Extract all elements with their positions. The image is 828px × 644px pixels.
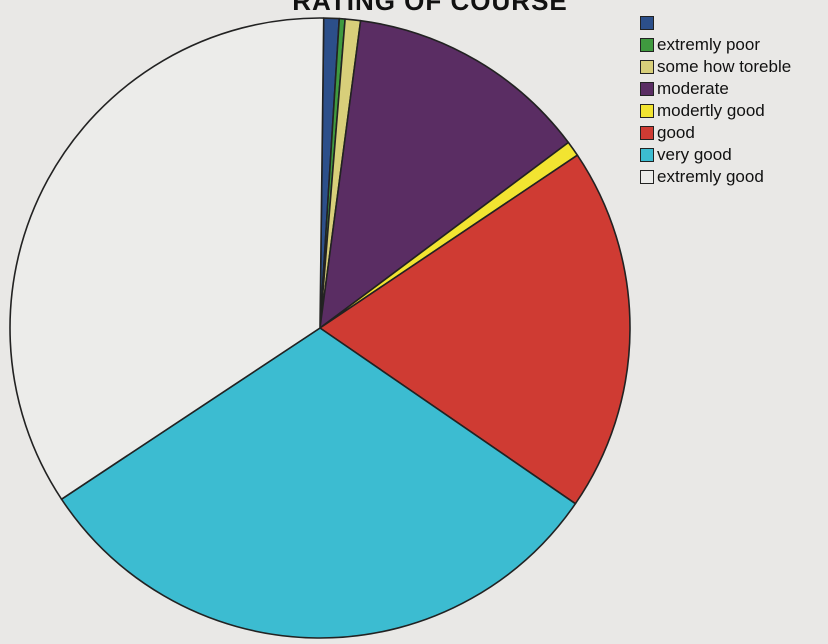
- legend-label: good: [657, 123, 695, 142]
- legend-item: [640, 12, 791, 34]
- pie-slice-5: [319, 154, 631, 505]
- chart-title: RATING OF COURSE: [292, 0, 568, 16]
- legend-swatch: [640, 82, 654, 96]
- legend-item: good: [640, 122, 791, 144]
- legend-label: extremly poor: [657, 35, 760, 54]
- chart-legend: extremly poor some how toreble moderate mod…: [640, 12, 791, 188]
- legend-label: some how toreble: [657, 57, 792, 76]
- legend-swatch: [640, 16, 654, 30]
- legend-swatch: [640, 38, 654, 52]
- legend-item: extremly good: [640, 166, 791, 188]
- legend-label: modertly good: [657, 101, 765, 120]
- legend-item: extremly poor: [640, 34, 791, 56]
- pie-slice-7: [9, 17, 325, 500]
- legend-swatch: [640, 148, 654, 162]
- legend-swatch: [640, 170, 654, 184]
- legend-item: very good: [640, 144, 791, 166]
- legend-label: very good: [657, 145, 732, 164]
- legend-item: modertly good: [640, 100, 791, 122]
- legend-swatch: [640, 104, 654, 118]
- pie-slice-6: [60, 327, 577, 639]
- legend-label: moderate: [657, 79, 729, 98]
- legend-label: extremly good: [657, 167, 764, 186]
- legend-swatch: [640, 60, 654, 74]
- pie-slice-3: [319, 19, 570, 329]
- legend-item: some how toreble: [640, 56, 791, 78]
- legend-swatch: [640, 126, 654, 140]
- legend-item: moderate: [640, 78, 791, 100]
